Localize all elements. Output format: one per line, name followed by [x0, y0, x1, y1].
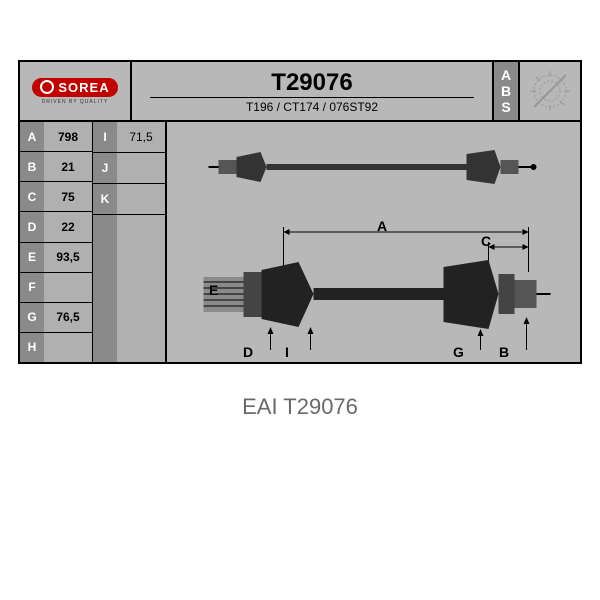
key-C: C [20, 182, 44, 212]
dim-A: A [377, 218, 387, 234]
abs-B: B [501, 83, 511, 99]
brand-name: SOREA [58, 80, 109, 95]
key-J: J [93, 153, 117, 184]
val-E: 93,5 [44, 243, 92, 273]
abs-icon-cell [520, 62, 580, 120]
brand-tagline: DRIVEN BY QUALITY [42, 99, 109, 105]
dim-D: D [243, 344, 253, 360]
val-F [44, 273, 92, 303]
val-I: 71,5 [117, 122, 165, 153]
part-number: T29076 [271, 69, 352, 97]
spec-card: SOREA DRIVEN BY QUALITY T29076 T196 / CT… [18, 60, 582, 364]
dim-C: C [481, 233, 491, 249]
abs-label-cell: A B S [494, 62, 520, 120]
footer-code: T29076 [283, 394, 358, 419]
spec-vals-1: 798 21 75 22 93,5 76,5 [44, 122, 92, 362]
brand-cell: SOREA DRIVEN BY QUALITY [20, 62, 132, 120]
footer-brand: EAI [242, 394, 277, 419]
val-C: 75 [44, 182, 92, 212]
header-row: SOREA DRIVEN BY QUALITY T29076 T196 / CT… [20, 62, 580, 122]
part-refs: T196 / CT174 / 076ST92 [150, 97, 474, 114]
dim-B: B [499, 344, 509, 360]
key-B: B [20, 152, 44, 182]
dim-E: E [209, 282, 218, 298]
key-E: E [20, 243, 44, 273]
val-J [117, 153, 165, 184]
val-H [44, 333, 92, 362]
abs-S: S [501, 99, 510, 115]
brand-badge: SOREA [32, 78, 117, 97]
axle-top-view [209, 150, 537, 184]
key-K: K [93, 184, 117, 215]
axle-dimensioned-view [204, 227, 551, 350]
val-G: 76,5 [44, 303, 92, 333]
key-A: A [20, 122, 44, 152]
spec-vals-2: 71,5 [117, 122, 167, 362]
dim-I: I [285, 344, 289, 360]
title-cell: T29076 T196 / CT174 / 076ST92 [132, 62, 494, 120]
axle-diagram [167, 122, 580, 362]
abs-tone-ring-icon [528, 69, 572, 113]
val-D: 22 [44, 212, 92, 242]
body-row: A B C D E F G H 798 21 75 22 93,5 76,5 I… [20, 122, 580, 362]
val-K [117, 184, 165, 215]
abs-A: A [501, 67, 511, 83]
val-B: 21 [44, 152, 92, 182]
footer-caption: EAI T29076 [20, 394, 580, 420]
key-G: G [20, 303, 44, 333]
spec-keys-2: I J K [92, 122, 117, 362]
brand-ring-icon [40, 80, 54, 94]
key-I: I [93, 122, 117, 153]
key-H: H [20, 333, 44, 362]
val-A: 798 [44, 122, 92, 152]
key-F: F [20, 273, 44, 303]
dim-G: G [453, 344, 464, 360]
diagram-area: A C E D I G B [167, 122, 580, 362]
key-D: D [20, 212, 44, 242]
spec-keys-1: A B C D E F G H [20, 122, 44, 362]
